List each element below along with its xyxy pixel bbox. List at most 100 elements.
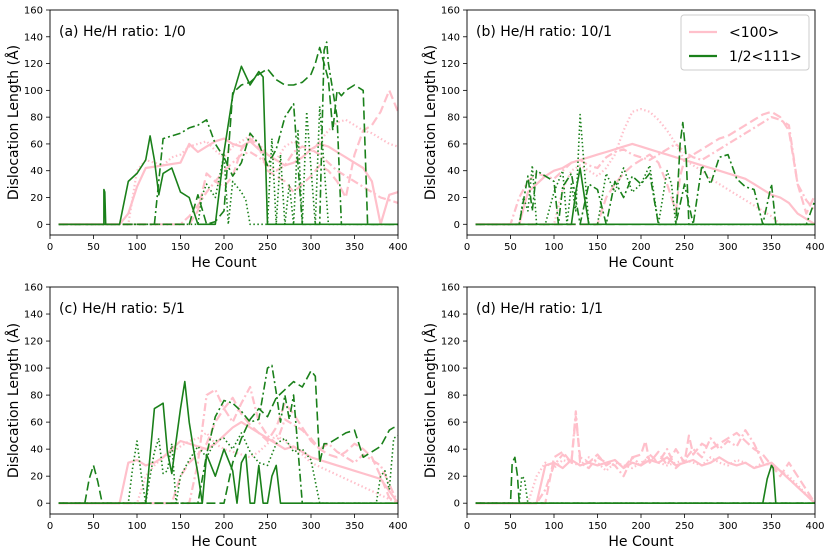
x-tick-label: 0 <box>464 242 470 253</box>
y-tick-label: 120 <box>441 59 460 70</box>
series-line-pink-dashdot <box>58 385 398 505</box>
panel-title: (a) He/H ratio: 1/0 <box>59 24 186 40</box>
y-tick-label: 160 <box>24 283 43 294</box>
y-axis-label: Dislocation Length (Å) <box>422 45 439 200</box>
y-tick-label: 20 <box>447 193 460 204</box>
y-tick-label: 60 <box>447 139 460 150</box>
x-tick-label: 250 <box>675 242 694 253</box>
y-tick-label: 140 <box>441 32 460 43</box>
series-line-green-dashed <box>475 121 815 226</box>
y-tick-label: 0 <box>37 499 43 510</box>
x-tick-label: 0 <box>464 521 470 532</box>
y-tick-label: 100 <box>441 364 460 375</box>
series-line-green-dashdot <box>58 41 398 226</box>
y-tick-label: 120 <box>441 337 460 348</box>
y-tick-label: 160 <box>24 6 43 17</box>
x-tick-label: 100 <box>544 242 563 253</box>
y-tick-label: 80 <box>447 391 460 402</box>
x-tick-label: 50 <box>87 242 100 253</box>
series-group <box>58 364 398 505</box>
x-axis-label: He Count <box>608 255 674 271</box>
series-line-pink-dashed <box>58 396 398 505</box>
x-tick-label: 200 <box>214 521 233 532</box>
x-tick-label: 200 <box>631 521 650 532</box>
x-tick-label: 150 <box>588 242 607 253</box>
series-line-green-dotted <box>58 432 398 505</box>
series-group <box>475 107 815 226</box>
series-line-pink-dashed <box>475 110 815 226</box>
y-tick-label: 80 <box>30 391 43 402</box>
series-line-green-dashed <box>58 369 398 505</box>
x-tick-label: 100 <box>127 521 146 532</box>
x-tick-label: 400 <box>805 242 824 253</box>
x-tick-label: 50 <box>504 521 517 532</box>
y-tick-label: 40 <box>447 445 460 456</box>
x-tick-label: 100 <box>127 242 146 253</box>
x-tick-label: 150 <box>171 521 190 532</box>
y-axis-label: Dislocation Length (Å) <box>5 323 22 478</box>
panel-c: 0 50 100 150 200 250 300 350 400 0 20 40 60 80 100 120 1… <box>5 283 408 551</box>
y-tick-label: 140 <box>24 310 43 321</box>
panel-b: 0 50 100 150 200 250 300 350 400 0 20 40 60 80 100 120 1… <box>422 6 825 272</box>
y-tick-label: 160 <box>441 6 460 17</box>
y-tick-label: 80 <box>30 113 43 124</box>
x-tick-label: 200 <box>631 242 650 253</box>
y-tick-label: 100 <box>24 86 43 97</box>
series-line-green-solid <box>475 464 815 505</box>
panel-a: 0 50 100 150 200 250 300 350 400 0 20 40 60 80 100 120 1… <box>5 6 408 272</box>
series-group <box>475 410 815 505</box>
series-group <box>58 41 398 226</box>
y-tick-label: 100 <box>24 364 43 375</box>
x-axis-label: He Count <box>191 534 257 550</box>
axes-frame <box>466 286 816 515</box>
x-tick-label: 200 <box>214 242 233 253</box>
x-tick-label: 350 <box>345 521 364 532</box>
y-tick-label: 40 <box>30 445 43 456</box>
y-tick-label: 80 <box>447 113 460 124</box>
y-tick-label: 120 <box>24 337 43 348</box>
x-tick-label: 150 <box>171 242 190 253</box>
series-line-green-solid <box>58 380 398 505</box>
x-tick-label: 300 <box>301 521 320 532</box>
series-line-pink-dashdot <box>475 410 815 505</box>
x-tick-label: 250 <box>258 521 277 532</box>
y-tick-label: 140 <box>24 32 43 43</box>
y-tick-label: 60 <box>447 418 460 429</box>
x-tick-label: 50 <box>87 521 100 532</box>
panel-title: (c) He/H ratio: 5/1 <box>59 301 185 317</box>
y-axis-label: Dislocation Length (Å) <box>422 323 439 478</box>
series-line-green-dashdot <box>58 364 398 505</box>
series-line-green-dotted <box>475 113 815 226</box>
y-tick-label: 20 <box>30 472 43 483</box>
y-tick-label: 20 <box>447 472 460 483</box>
x-tick-label: 350 <box>762 242 781 253</box>
x-tick-label: 400 <box>388 242 407 253</box>
x-tick-label: 400 <box>805 521 824 532</box>
x-tick-label: 150 <box>588 521 607 532</box>
series-line-pink-dashdot <box>475 115 815 226</box>
x-tick-label: 0 <box>47 521 53 532</box>
x-tick-label: 300 <box>718 521 737 532</box>
series-line-green-dashed <box>58 46 398 226</box>
series-line-green-dashdot <box>475 153 815 226</box>
y-tick-label: 0 <box>454 220 460 231</box>
y-tick-label: 0 <box>37 220 43 231</box>
series-line-green-dotted <box>58 105 398 226</box>
panel-d: 0 50 100 150 200 250 300 350 400 0 20 40 60 80 100 120 1… <box>422 283 825 551</box>
series-line-pink-dashed <box>475 415 815 505</box>
y-tick-label: 0 <box>454 499 460 510</box>
legend: <100> 1/2<111> <box>680 14 810 71</box>
x-tick-label: 0 <box>47 242 53 253</box>
panel-title: (b) He/H ratio: 10/1 <box>476 24 612 40</box>
x-tick-label: 350 <box>762 521 781 532</box>
y-tick-label: 100 <box>441 86 460 97</box>
x-axis-label: He Count <box>191 255 257 271</box>
x-tick-label: 300 <box>718 242 737 253</box>
x-axis-label: He Count <box>608 534 674 550</box>
x-tick-label: 50 <box>504 242 517 253</box>
x-tick-label: 350 <box>345 242 364 253</box>
y-tick-label: 120 <box>24 59 43 70</box>
legend-label: 1/2<111> <box>729 49 802 65</box>
y-tick-label: 60 <box>30 139 43 150</box>
